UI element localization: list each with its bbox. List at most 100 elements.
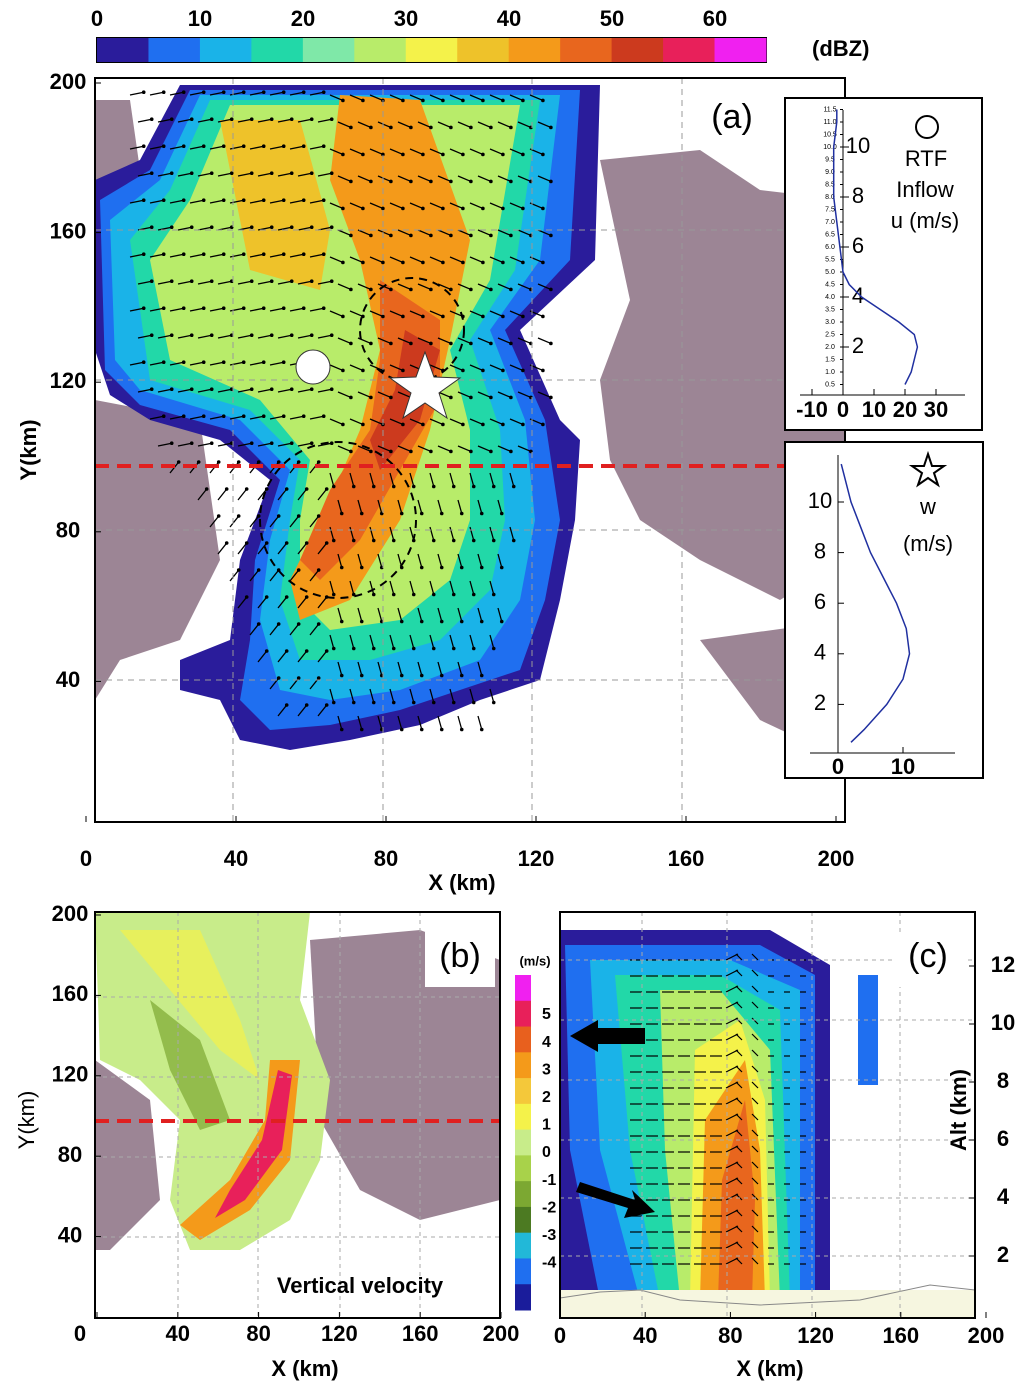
wind-arrow-head <box>269 441 274 446</box>
wind-arrow-head <box>459 727 464 732</box>
wind-arrow-head <box>201 252 206 257</box>
wind-arrow <box>197 118 212 123</box>
wind-arrow-head <box>316 568 321 572</box>
wind-arrow <box>417 175 432 183</box>
wind-arrow <box>417 553 423 568</box>
wind-arrow <box>137 280 152 285</box>
x-axis-title: X (km) <box>428 870 495 895</box>
colorbar-cell <box>148 38 201 62</box>
wind-arrow <box>269 515 280 528</box>
wind-arrow <box>309 307 324 312</box>
wind-arrow <box>397 283 412 291</box>
wind-arrow-head <box>224 487 229 491</box>
wind-arrow-head <box>221 360 226 365</box>
wind-arrow <box>397 175 412 183</box>
wind-arrow <box>409 418 424 426</box>
wind-arrow <box>169 199 184 204</box>
wind-arrow-head <box>189 387 194 392</box>
wind-arrow <box>229 415 244 420</box>
wind-arrow-head <box>329 441 334 446</box>
wind-arrow-head <box>381 260 385 265</box>
wind-arrow-head <box>301 90 306 95</box>
wind-arrow <box>297 172 312 177</box>
wind-arrow <box>751 1065 759 1073</box>
wind-arrow-head <box>521 260 525 265</box>
wind-arrow-head <box>411 592 416 597</box>
wind-arrow <box>249 415 264 420</box>
wind-arrow <box>751 1097 759 1105</box>
wind-arrow <box>337 445 352 453</box>
wind-arrow-head <box>341 368 345 373</box>
wind-arrow <box>189 199 204 204</box>
wind-arrow-head <box>189 333 194 338</box>
wind-arrow-head <box>449 125 453 130</box>
wind-arrow-head <box>361 206 365 211</box>
wind-arrow-head <box>281 360 286 365</box>
wind-arrow <box>389 256 404 264</box>
wind-arrow <box>249 515 260 528</box>
wind-arrow <box>437 715 443 730</box>
wind-arrow-head <box>429 287 433 292</box>
wind-arrow-head <box>401 422 405 427</box>
wind-arrow-head <box>316 460 321 464</box>
wind-arrow-head <box>409 287 413 292</box>
wind-arrow <box>277 650 288 663</box>
wind-arrow <box>449 688 455 703</box>
wind-arrow <box>157 280 172 285</box>
wind-arrow <box>417 121 432 129</box>
wind-arrow <box>497 607 503 622</box>
wind-arrow <box>469 526 475 541</box>
wind-arrow-head <box>509 395 513 400</box>
minor-tick-label: 2.0 <box>825 344 835 351</box>
wind-arrow-head <box>241 252 246 257</box>
wind-arrow <box>357 445 372 453</box>
wind-arrow-head <box>236 514 241 518</box>
wind-arrow-head <box>501 368 505 373</box>
x-tick-label: 20 <box>893 397 917 422</box>
wind-arrow <box>369 634 375 649</box>
wind-arrow-head <box>229 171 234 176</box>
wind-arrow-head <box>281 198 286 203</box>
wind-arrow <box>297 442 312 447</box>
wind-arrow-head <box>479 727 484 732</box>
x-tick-label: 0 <box>554 1323 566 1348</box>
wind-arrow <box>477 715 483 730</box>
u-profile <box>832 109 919 385</box>
wind-arrow <box>457 499 463 514</box>
wind-arrow-head <box>501 98 505 103</box>
wind-arrow <box>437 553 443 568</box>
inset-u <box>784 97 983 431</box>
wind-arrow-head <box>309 441 314 446</box>
wind-arrow <box>735 1241 743 1249</box>
y-tick-label: 10 <box>991 1010 1015 1035</box>
minor-tick-label: 2.5 <box>825 331 835 338</box>
minor-tick-label: 6.5 <box>825 231 835 238</box>
wind-arrow-head <box>321 252 326 257</box>
wind-arrow-head <box>161 252 166 257</box>
minor-tick-label: 9.5 <box>825 156 835 163</box>
wind-arrow-head <box>309 387 314 392</box>
wind-arrow-head <box>339 565 344 570</box>
wind-arrow-head <box>221 306 226 311</box>
wind-arrow <box>197 226 212 231</box>
wind-arrow <box>537 283 552 291</box>
wind-arrow <box>457 715 463 730</box>
wind-arrow <box>751 1209 759 1217</box>
wind-arrow-head <box>469 341 473 346</box>
wind-arrow-head <box>281 252 286 257</box>
y-axis-title: Y(km) <box>16 419 41 480</box>
wind-arrow-head <box>441 98 445 103</box>
wind-arrow-head <box>149 225 154 230</box>
minor-tick-label: 3.5 <box>825 306 835 313</box>
wind-arrow <box>369 310 384 318</box>
wind-arrow-head <box>209 279 214 284</box>
wind-arrow-head <box>429 179 433 184</box>
wind-arrow <box>517 283 532 291</box>
wind-arrow <box>289 145 304 150</box>
wind-arrow-head <box>461 152 465 157</box>
wind-arrow <box>357 175 372 183</box>
wind-arrow-head <box>296 622 301 626</box>
wind-arrow <box>277 442 292 447</box>
wind-arrow-head <box>521 206 525 211</box>
